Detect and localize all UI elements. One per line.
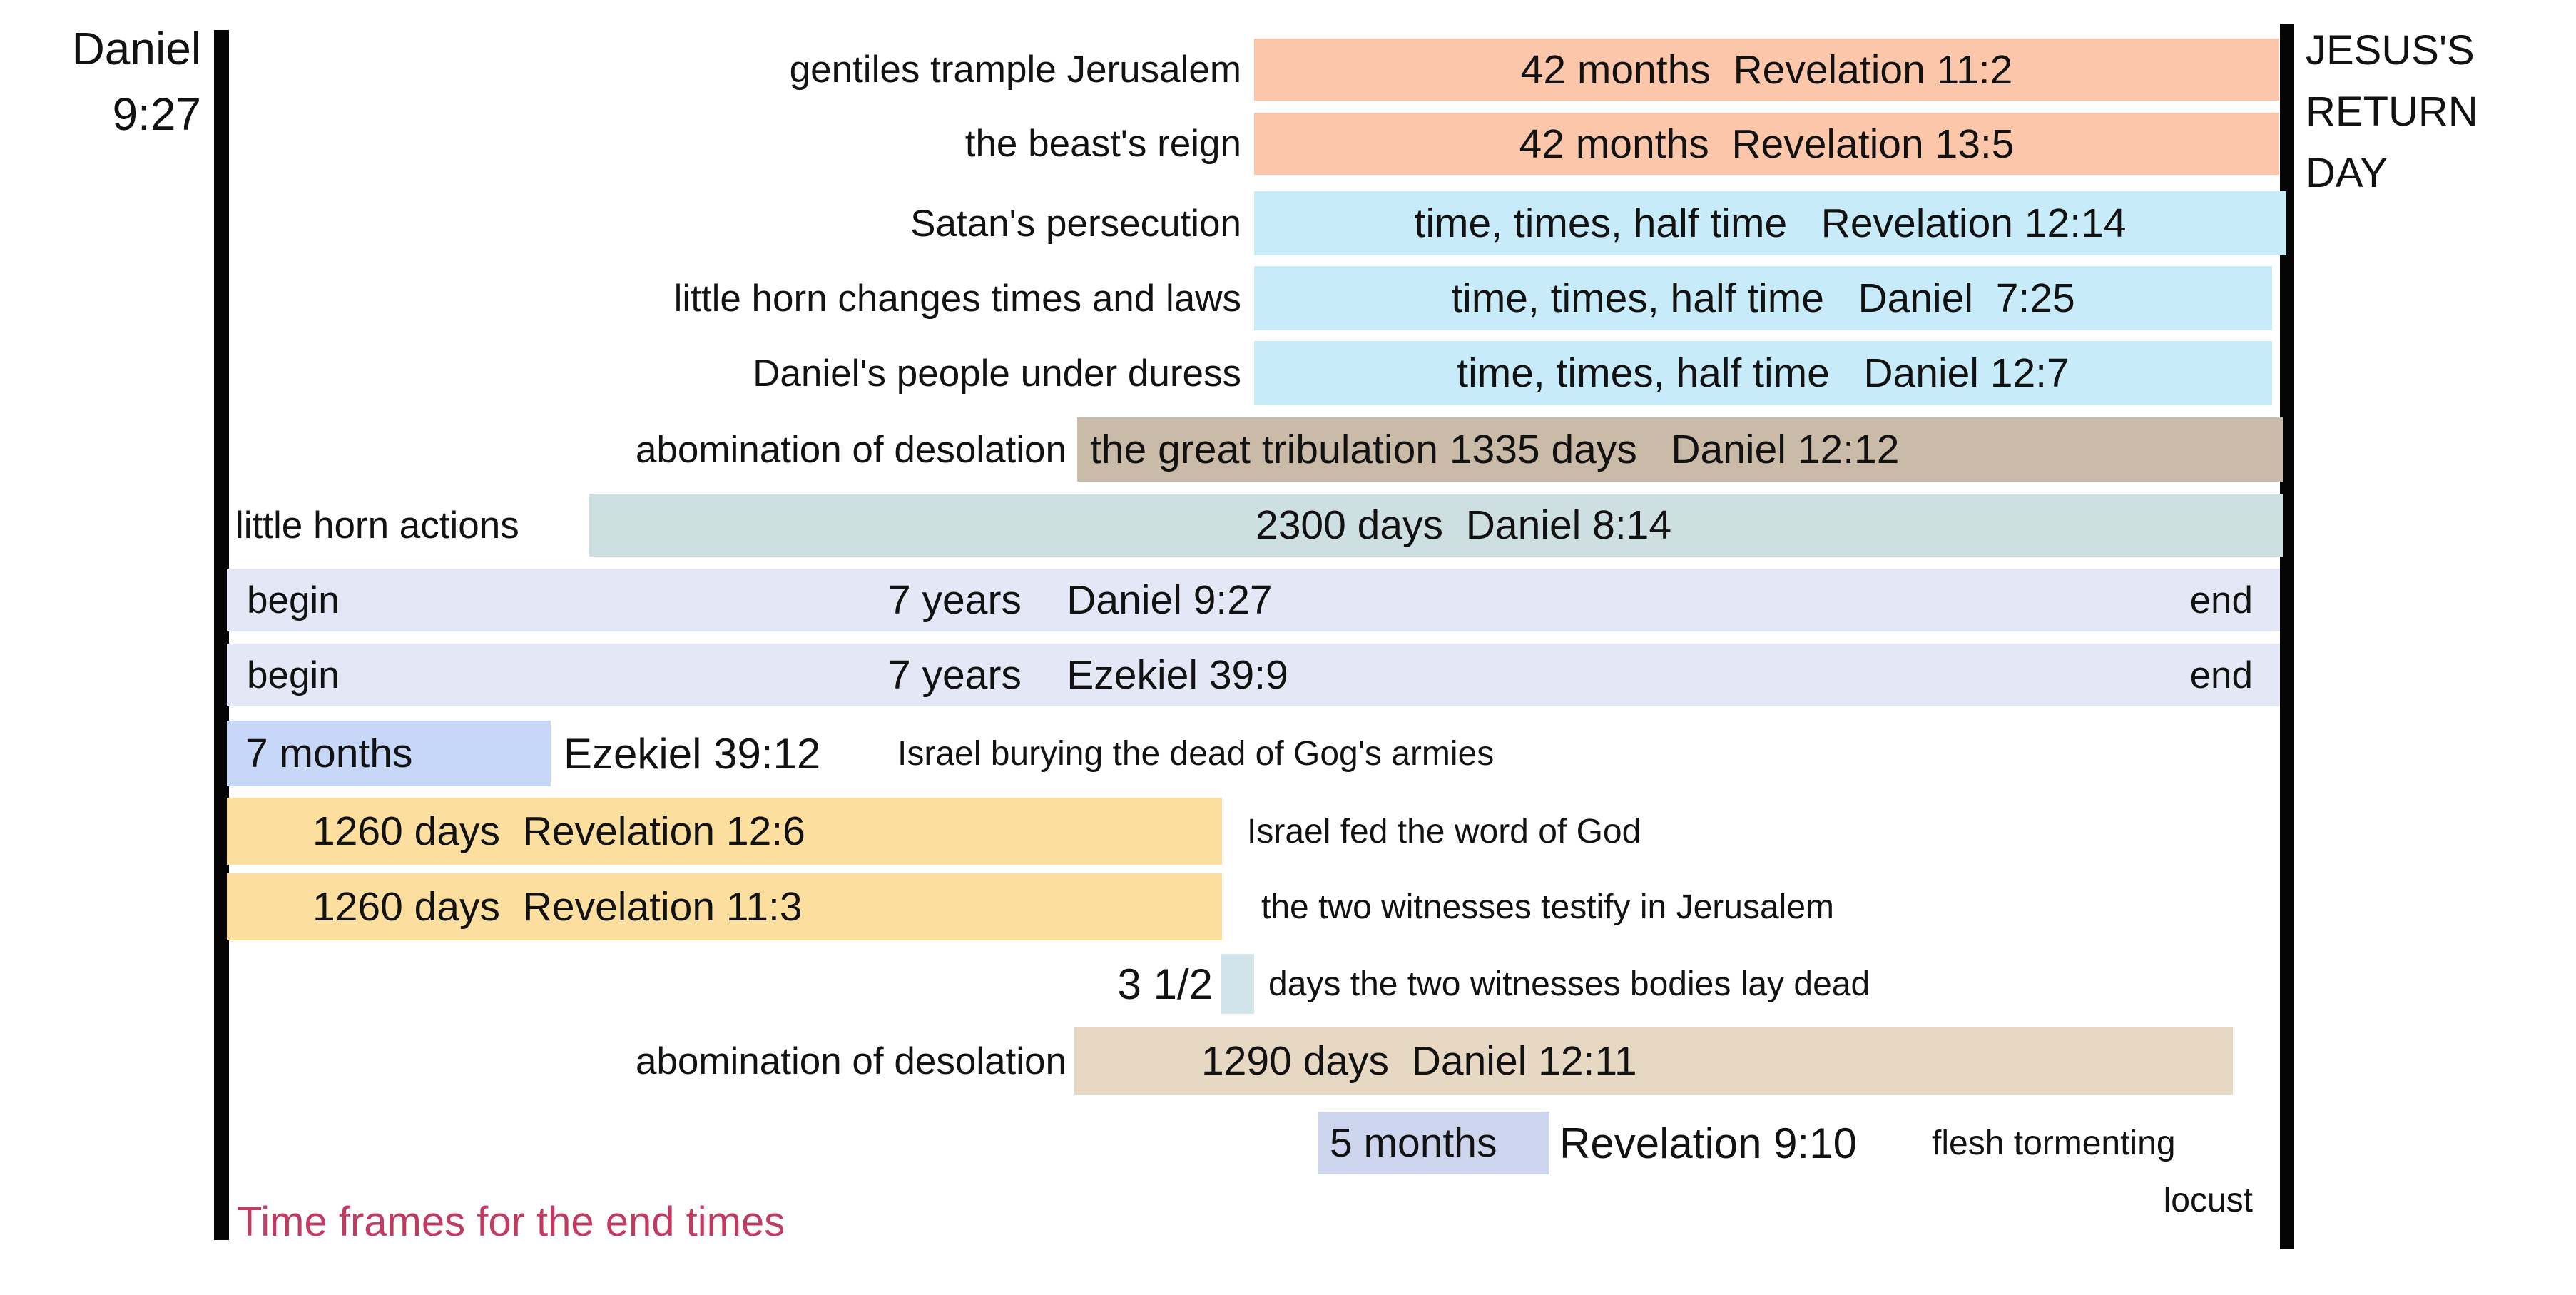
duration-bar [1221,954,1254,1014]
end-label: end [2189,654,2253,696]
row-event-label: Satan's persecution [910,202,1241,245]
timeline-row-1260-days-rev12: 1260 days Revelation 12:6 Israel fed the… [0,798,2576,865]
row-annotation: days the two witnesses bodies lay dead [1268,965,1870,1003]
row-event-label: Daniel's people under duress [753,352,1241,395]
duration-bar: 1260 days Revelation 12:6 [227,798,1222,865]
duration-bar: the great tribulation 1335 days Daniel 1… [1077,417,2283,482]
timeline-row-daniels-people: Daniel's people under duress time, times… [0,341,2576,405]
timeline-row-little-horn-changes: little horn changes times and laws time,… [0,266,2576,330]
bar-text: 2300 days Daniel 8:14 [1256,502,1672,548]
timeline-row-gentiles-trample: gentiles trample Jerusalem 42 months Rev… [0,39,2576,101]
bar-text: the great tribulation 1335 days Daniel 1… [1090,427,1900,472]
end-marker-line2: RETURN [2306,88,2478,135]
duration-bar: 2300 days Daniel 8:14 [589,494,2283,557]
start-marker-label: Daniel 9:27 [14,16,201,147]
bar-text: 5 months [1330,1120,1497,1166]
duration-bar: 42 months Revelation 13:5 [1254,113,2279,175]
bar-text: 1260 days Revelation 11:3 [312,884,803,930]
end-marker-line3: DAY [2306,150,2388,196]
timeline-row-7-months: 7 months Ezekiel 39:12 Israel burying th… [0,721,2576,786]
timeline-row-little-horn-actions: little horn actions 2300 days Daniel 8:1… [0,494,2576,557]
duration-bar: time, times, half time Daniel 7:25 [1254,266,2272,330]
timeline-row-5-months: 5 months Revelation 9:10 flesh tormentin… [0,1112,2576,1174]
bar-text: 42 months Revelation 13:5 [1519,121,2015,167]
bar-text: time, times, half time Daniel 12:7 [1457,350,2070,396]
bar-text: 1290 days Daniel 12:11 [1201,1038,1637,1084]
row-event-label: the beast's reign [964,123,1241,165]
timeline-start-line [214,30,229,1240]
bar-text: time, times, half time Revelation 12:14 [1414,200,2127,246]
row-event-label: little horn changes times and laws [673,277,1241,320]
row-annotation: Israel burying the dead of Gog's armies [897,734,1495,773]
duration-bar: begin 7 years Daniel 9:27 end [227,569,2280,631]
row-annotation: the two witnesses testify in Jerusalem [1261,888,1834,926]
timeline-row-1290-days: abomination of desolation 1290 days Dani… [0,1027,2576,1095]
duration-bar: 7 months [227,721,551,786]
duration-bar: 1260 days Revelation 11:3 [227,873,1222,940]
duration-bar: 1290 days Daniel 12:11 [1074,1027,2233,1095]
bar-text: 7 years Ezekiel 39:9 [888,652,1288,698]
duration-prefix: 3 1/2 [1117,960,1213,1008]
timeline-row-beasts-reign: the beast's reign 42 months Revelation 1… [0,113,2576,175]
bar-text: time, times, half time Daniel 7:25 [1451,275,2075,321]
end-marker-line1: JESUS'S [2306,27,2475,73]
duration-bar: time, times, half time Revelation 12:14 [1254,191,2286,255]
timeline-row-great-tribulation: abomination of desolation the great trib… [0,417,2576,482]
row-event-label: gentiles trample Jerusalem [789,49,1241,91]
duration-bar: begin 7 years Ezekiel 39:9 end [227,644,2280,706]
end-marker-label: JESUS'S RETURN DAY [2306,20,2573,204]
timeline-row-1260-days-rev11: 1260 days Revelation 11:3 the two witnes… [0,873,2576,940]
bar-text: 7 years Daniel 9:27 [888,577,1273,623]
scripture-reference: Ezekiel 39:12 [564,729,821,778]
bar-text: 1260 days Revelation 12:6 [312,808,805,854]
end-label: end [2189,579,2253,621]
row-annotation: flesh tormenting [1932,1124,2176,1162]
row-event-label: abomination of desolation [635,1040,1066,1082]
row-annotation: Israel fed the word of God [1247,812,1641,850]
duration-bar: 5 months [1318,1112,1549,1174]
begin-label: begin [247,579,340,621]
timeline-row-7-years-daniel: begin 7 years Daniel 9:27 end [0,569,2576,631]
timeline-row-3-half-days: 3 1/2 days the two witnesses bodies lay … [0,954,2576,1014]
duration-bar: time, times, half time Daniel 12:7 [1254,341,2272,405]
scripture-reference: Revelation 9:10 [1559,1119,1857,1167]
begin-label: begin [247,654,340,696]
bar-text: 42 months Revelation 11:2 [1520,46,2013,93]
timeline-row-7-years-ezekiel: begin 7 years Ezekiel 39:9 end [0,644,2576,706]
timeline-end-line [2280,24,2294,1249]
row-event-label: abomination of desolation [635,428,1066,471]
row-annotation-line2: locust [2163,1181,2253,1219]
timeline-row-satans-persecution: Satan's persecution time, times, half ti… [0,191,2576,255]
bar-text: 7 months [245,731,413,776]
chart-title: Time frames for the end times [237,1198,785,1245]
start-marker-line2: 9:27 [112,88,201,140]
duration-bar: 42 months Revelation 11:2 [1254,39,2279,101]
row-event-label: little horn actions [235,504,519,547]
start-marker-line1: Daniel [71,23,201,74]
